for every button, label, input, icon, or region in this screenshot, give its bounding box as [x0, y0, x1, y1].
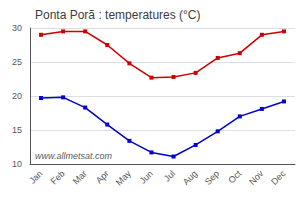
- svg-text:Jun: Jun: [138, 168, 155, 185]
- svg-text:www.allmetsat.com: www.allmetsat.com: [35, 151, 113, 161]
- svg-text:25: 25: [12, 57, 22, 67]
- svg-text:Dec: Dec: [269, 168, 288, 187]
- svg-text:Apr: Apr: [94, 168, 111, 185]
- svg-text:Sep: Sep: [203, 168, 221, 186]
- svg-text:Nov: Nov: [247, 168, 266, 187]
- svg-text:30: 30: [12, 23, 22, 33]
- svg-text:20: 20: [12, 91, 22, 101]
- svg-text:Aug: Aug: [181, 168, 199, 186]
- svg-text:15: 15: [12, 125, 22, 135]
- svg-text:Jan: Jan: [27, 168, 44, 185]
- svg-text:May: May: [114, 168, 133, 187]
- svg-text:10: 10: [12, 159, 22, 169]
- svg-text:Jul: Jul: [162, 168, 177, 183]
- svg-text:Mar: Mar: [71, 168, 89, 186]
- svg-text:Feb: Feb: [49, 168, 67, 186]
- svg-text:Ponta Porã : temperatures (°C): Ponta Porã : temperatures (°C): [35, 8, 201, 22]
- svg-text:Oct: Oct: [226, 168, 243, 185]
